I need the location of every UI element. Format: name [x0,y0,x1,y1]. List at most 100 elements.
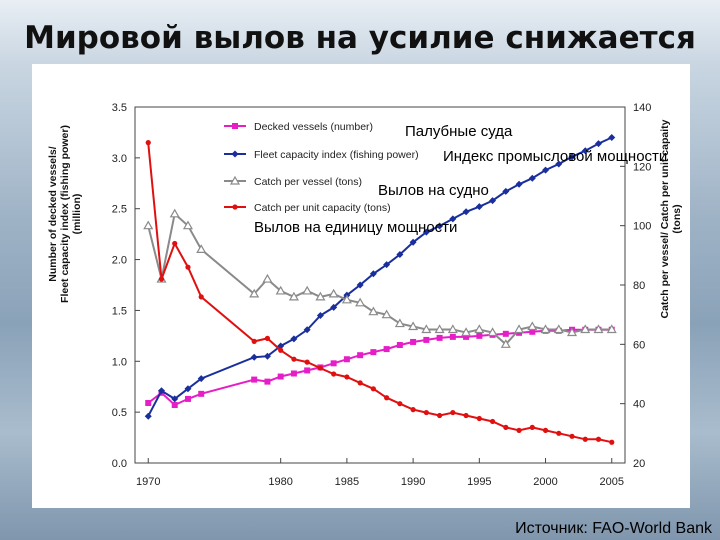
data-point-series-3 [447,324,458,334]
data-point-series-1 [264,378,271,385]
data-point-series-2 [383,261,391,269]
data-point-series-2 [369,270,377,278]
data-point-series-2 [409,238,417,246]
data-point-series-2 [316,312,324,320]
data-point-series-3 [341,294,352,304]
data-point-series-4 [357,380,363,386]
data-point-series-2 [197,375,205,383]
data-point-series-1 [330,360,337,367]
left-tick-label: 0.5 [112,407,127,419]
data-point-series-2 [290,335,298,343]
data-point-series-1 [277,373,284,380]
data-point-series-3 [474,324,485,334]
data-point-series-4 [489,418,496,425]
data-point-series-2 [250,353,258,361]
data-point-series-3 [288,291,299,301]
left-tick-label: 2.5 [112,204,127,216]
data-point-series-4 [291,356,297,362]
data-point-series-3 [421,324,432,334]
data-point-series-4 [609,439,615,445]
data-point-series-2 [528,174,536,182]
data-point-series-3 [262,273,273,283]
data-point-series-1 [396,342,403,349]
data-point-series-3 [434,324,445,334]
data-point-series-3 [527,321,538,331]
data-point-series-4 [595,436,602,442]
data-point-series-1 [383,346,390,353]
data-point-series-2 [449,215,457,223]
data-point-series-1 [370,349,377,356]
x-tick-label: 1995 [467,476,491,488]
data-point-series-1 [304,367,311,374]
left-axis-title: Number of decked vessels/ [47,146,59,281]
right-tick-label: 120 [633,161,651,173]
data-point-series-3 [487,327,498,337]
overlay-label-fleet-capacity: Индекс промысловой мощности [443,148,667,165]
data-point-series-3 [182,220,194,230]
chart-svg: 0.0 0.5 1.0 1.5 2.0 2.5 3.0 3.5 20 40 60 80 100 120 14… [47,102,683,488]
data-point-series-2 [144,412,152,420]
data-point-series-2 [303,326,311,334]
data-point-series-4 [172,240,178,247]
left-tick-label: 2.0 [112,255,127,267]
data-point-series-1 [145,399,152,406]
data-point-series-1 [251,376,258,383]
data-point-series-1 [184,395,191,402]
data-point-series-3 [540,324,551,334]
data-point-series-4 [463,412,469,419]
data-point-series-4 [145,140,151,146]
data-point-series-2 [184,385,192,393]
data-point-series-4 [569,433,575,439]
x-tick-label: 2000 [533,476,557,488]
left-tick-label: 3.5 [112,102,127,114]
data-point-series-3 [169,208,180,218]
legend-marker [232,204,238,210]
series-line-2 [147,136,613,417]
data-point-series-2 [502,187,510,195]
data-point-series-4 [542,427,549,433]
data-point-series-2 [608,134,616,142]
source-caption: Источник: FAO-World Bank [515,520,712,537]
data-point-series-1 [171,402,178,409]
data-point-series-2 [157,387,165,395]
data-point-series-4 [516,427,522,433]
right-tick-label: 20 [633,458,645,470]
chart-panel: 0.0 0.5 1.0 1.5 2.0 2.5 3.0 3.5 20 40 60 80 100 120 14… [32,64,690,508]
legend-label: Decked vessels (number) [254,121,373,133]
data-point-series-1 [198,390,205,397]
legend-label: Catch per unit capacity (tons) [254,202,391,214]
data-point-series-2 [581,147,589,155]
data-point-series-4 [344,374,350,380]
left-axis-title: (million) [71,194,83,235]
data-point-series-4 [278,347,284,353]
left-axis-title: Fleet capacity index (fishing power) [59,125,71,303]
legend-marker [229,175,241,185]
left-tick-label: 1.0 [112,356,127,368]
data-point-series-2 [356,281,364,289]
data-point-series-3 [553,324,564,334]
data-point-series-4 [158,276,165,282]
data-point-series-4 [582,436,588,442]
x-tick-label: 1985 [335,476,359,488]
data-point-series-2 [515,180,523,188]
data-point-series-4 [331,371,337,377]
data-point-series-3 [275,285,286,295]
data-point-series-3 [566,327,578,337]
right-tick-label: 80 [633,280,645,292]
slide-title: Мировой вылов на усилие снижается [24,20,696,56]
left-tick-label: 3.0 [112,153,127,165]
x-tick-label: 2005 [600,476,624,488]
data-point-series-1 [436,334,443,341]
data-point-series-4 [317,365,324,371]
data-point-series-3 [355,297,366,307]
data-point-series-1 [410,338,417,345]
data-point-series-4 [264,335,271,341]
data-point-series-4 [556,430,562,436]
right-tick-label: 60 [633,339,645,351]
data-point-series-3 [593,324,604,334]
data-point-series-4 [304,359,310,365]
data-point-series-2 [277,342,285,350]
overlay-label-catch-per-vessel: Вылов на судно [378,182,489,199]
overlay-label-catch-per-unit: Вылов на единицу мощности [254,219,457,236]
data-point-series-3 [196,244,207,253]
